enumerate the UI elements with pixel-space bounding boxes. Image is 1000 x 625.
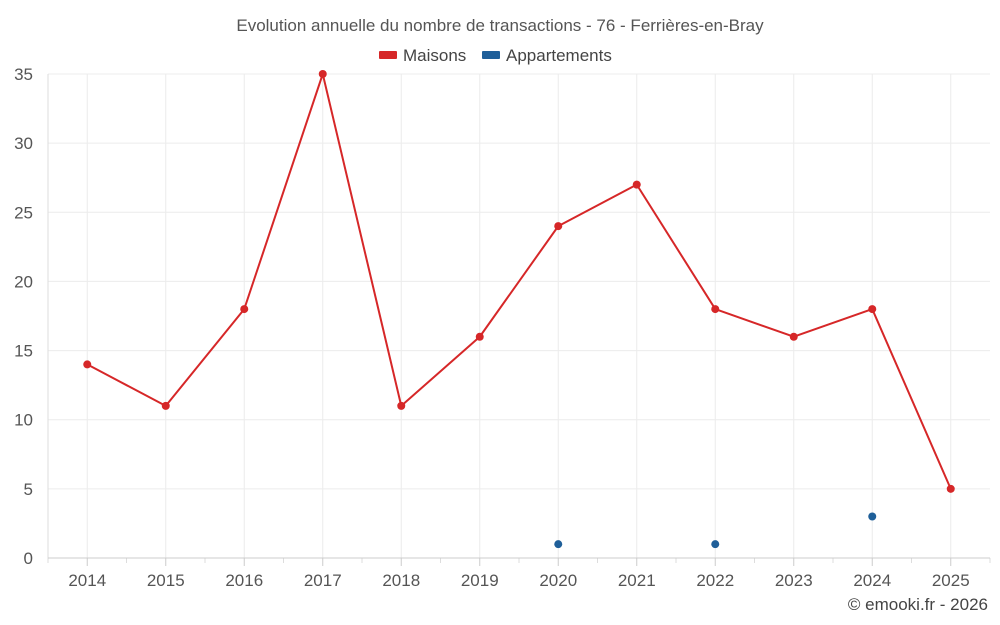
x-tick-label: 2015 bbox=[147, 571, 185, 590]
point-maisons-2015[interactable] bbox=[161, 401, 170, 410]
point-maisons-2017[interactable] bbox=[318, 70, 327, 78]
x-tick-label: 2025 bbox=[932, 571, 970, 590]
y-tick-label: 0 bbox=[24, 549, 33, 568]
x-tick-label: 2022 bbox=[696, 571, 734, 590]
point-maisons-2021[interactable] bbox=[632, 180, 641, 189]
point-maisons-2023[interactable] bbox=[789, 332, 798, 341]
point-maisons-2024[interactable] bbox=[868, 305, 877, 314]
point-maisons-2022[interactable] bbox=[711, 305, 720, 314]
point-maisons-2019[interactable] bbox=[475, 332, 484, 341]
point-maisons-2018[interactable] bbox=[397, 401, 406, 410]
series-layer bbox=[83, 70, 955, 549]
legend[interactable]: Maisons Appartements bbox=[379, 46, 612, 65]
legend-swatch-appartements bbox=[482, 51, 500, 59]
x-tick-label: 2016 bbox=[225, 571, 263, 590]
y-tick-label: 20 bbox=[14, 272, 33, 291]
point-appartements-2024[interactable] bbox=[868, 512, 877, 521]
point-appartements-2020[interactable] bbox=[554, 540, 563, 549]
point-maisons-2016[interactable] bbox=[240, 305, 249, 314]
legend-label-maisons: Maisons bbox=[403, 46, 466, 65]
legend-label-appartements: Appartements bbox=[506, 46, 612, 65]
grid bbox=[48, 73, 990, 558]
y-tick-label: 25 bbox=[14, 203, 33, 222]
series-line-maisons bbox=[86, 73, 952, 490]
legend-swatch-maisons bbox=[379, 51, 397, 59]
y-tick-label: 30 bbox=[14, 134, 33, 153]
y-tick-label: 35 bbox=[14, 65, 33, 84]
x-tick-label: 2021 bbox=[618, 571, 656, 590]
chart-title: Evolution annuelle du nombre de transact… bbox=[236, 16, 764, 35]
legend-item-maisons[interactable]: Maisons bbox=[379, 46, 466, 65]
point-appartements-2022[interactable] bbox=[711, 540, 720, 549]
x-tick-label: 2018 bbox=[382, 571, 420, 590]
point-maisons-2025[interactable] bbox=[946, 484, 955, 493]
point-maisons-2020[interactable] bbox=[554, 222, 563, 231]
point-maisons-2014[interactable] bbox=[83, 360, 92, 369]
y-tick-label: 10 bbox=[14, 411, 33, 430]
x-tick-label: 2017 bbox=[304, 571, 342, 590]
x-tick-label: 2024 bbox=[853, 571, 891, 590]
x-tick-label: 2014 bbox=[68, 571, 106, 590]
legend-item-appartements[interactable]: Appartements bbox=[482, 46, 612, 65]
x-tick-label: 2023 bbox=[775, 571, 813, 590]
x-tick-label: 2020 bbox=[539, 571, 577, 590]
credit-text: © emooki.fr - 2026 bbox=[848, 595, 988, 614]
y-tick-label: 15 bbox=[14, 342, 33, 361]
x-tick-label: 2019 bbox=[461, 571, 499, 590]
y-tick-label: 5 bbox=[24, 480, 33, 499]
